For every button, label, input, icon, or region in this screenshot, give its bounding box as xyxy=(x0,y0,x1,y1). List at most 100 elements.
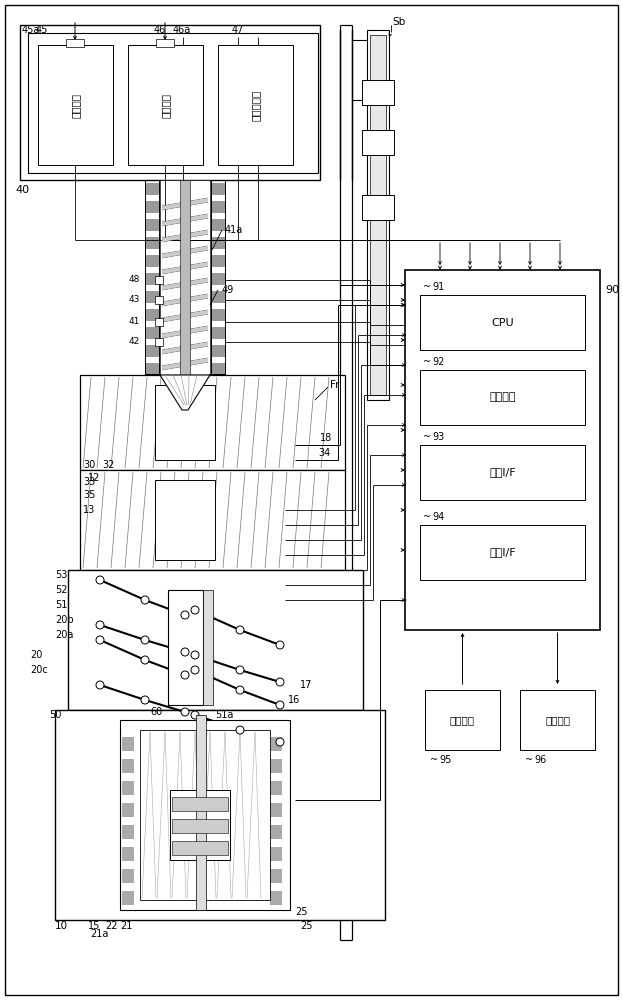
Text: 18: 18 xyxy=(320,433,332,443)
Text: 33: 33 xyxy=(83,477,95,487)
Bar xyxy=(425,690,500,750)
Text: 20b: 20b xyxy=(55,615,74,625)
Bar xyxy=(55,710,385,920)
Text: ~: ~ xyxy=(423,282,431,292)
Text: 20a: 20a xyxy=(55,630,74,640)
Text: 输入I/F: 输入I/F xyxy=(489,468,516,478)
Polygon shape xyxy=(162,214,208,226)
Bar xyxy=(155,276,163,284)
Bar xyxy=(145,180,159,375)
Text: 32: 32 xyxy=(102,460,115,470)
Bar xyxy=(145,291,159,303)
Bar xyxy=(211,327,225,339)
Bar xyxy=(168,590,203,705)
Bar xyxy=(160,180,210,375)
Bar xyxy=(211,237,225,249)
Text: 存储介质: 存储介质 xyxy=(489,392,516,402)
Circle shape xyxy=(236,626,244,634)
Bar xyxy=(145,309,159,321)
Circle shape xyxy=(236,726,244,734)
Text: 20: 20 xyxy=(30,650,42,660)
Circle shape xyxy=(236,666,244,674)
Text: 30: 30 xyxy=(83,460,95,470)
Bar xyxy=(80,375,345,470)
Bar xyxy=(362,80,394,105)
Text: 21: 21 xyxy=(120,921,132,931)
Circle shape xyxy=(191,651,199,659)
Text: 输出I/F: 输出I/F xyxy=(489,548,516,558)
Text: 49: 49 xyxy=(222,285,234,295)
Bar xyxy=(420,525,585,580)
Text: 13: 13 xyxy=(83,505,95,515)
Text: 92: 92 xyxy=(432,357,444,367)
Bar xyxy=(145,183,159,195)
Circle shape xyxy=(191,666,199,674)
Text: 91: 91 xyxy=(432,282,444,292)
Bar xyxy=(211,180,225,375)
Bar xyxy=(155,318,163,326)
Circle shape xyxy=(181,648,189,656)
Bar xyxy=(362,130,394,155)
Polygon shape xyxy=(145,375,225,410)
Bar xyxy=(420,370,585,425)
Bar xyxy=(170,790,230,860)
Bar xyxy=(370,35,386,395)
Bar xyxy=(270,759,282,773)
Bar xyxy=(270,737,282,751)
Circle shape xyxy=(191,711,199,719)
Text: 43: 43 xyxy=(128,296,140,304)
Text: ~: ~ xyxy=(525,755,533,765)
Circle shape xyxy=(276,738,284,746)
Bar xyxy=(145,237,159,249)
Text: 35: 35 xyxy=(83,490,95,500)
Polygon shape xyxy=(162,294,208,306)
Bar xyxy=(270,869,282,883)
Bar xyxy=(180,180,190,375)
Text: 94: 94 xyxy=(432,512,444,522)
Circle shape xyxy=(276,701,284,709)
Bar xyxy=(145,345,159,357)
Bar xyxy=(172,841,228,855)
Bar xyxy=(28,33,318,173)
Bar xyxy=(128,45,203,165)
Bar xyxy=(196,715,206,910)
Text: ~: ~ xyxy=(430,755,438,765)
Bar xyxy=(218,45,293,165)
Bar xyxy=(172,819,228,833)
Bar xyxy=(156,39,174,47)
Bar xyxy=(420,295,585,350)
Text: 45a: 45a xyxy=(22,25,40,35)
Circle shape xyxy=(141,656,149,664)
Text: 16: 16 xyxy=(288,695,300,705)
Text: ~: ~ xyxy=(423,357,431,367)
Circle shape xyxy=(181,671,189,679)
Polygon shape xyxy=(162,278,208,290)
Bar xyxy=(122,759,134,773)
Text: 48: 48 xyxy=(128,275,140,284)
Polygon shape xyxy=(162,246,208,258)
Text: 12: 12 xyxy=(88,473,100,483)
Text: 45: 45 xyxy=(36,25,49,35)
Circle shape xyxy=(276,641,284,649)
Bar xyxy=(155,296,163,304)
Text: 47: 47 xyxy=(232,25,244,35)
Bar xyxy=(211,273,225,285)
Text: 10: 10 xyxy=(55,921,68,931)
Bar xyxy=(270,781,282,795)
Text: CPU: CPU xyxy=(491,318,514,328)
Text: 50: 50 xyxy=(50,710,62,720)
Bar xyxy=(122,781,134,795)
Circle shape xyxy=(96,636,104,644)
Bar xyxy=(80,470,345,570)
Text: Sb: Sb xyxy=(392,17,405,27)
Circle shape xyxy=(141,636,149,644)
Text: 60: 60 xyxy=(151,707,163,717)
Bar xyxy=(211,309,225,321)
Bar xyxy=(270,825,282,839)
Text: 42: 42 xyxy=(129,338,140,347)
Text: 22: 22 xyxy=(105,921,118,931)
Text: ~: ~ xyxy=(423,512,431,522)
Bar xyxy=(172,797,228,811)
Text: 注射马达: 注射马达 xyxy=(161,93,171,117)
Bar xyxy=(211,201,225,213)
